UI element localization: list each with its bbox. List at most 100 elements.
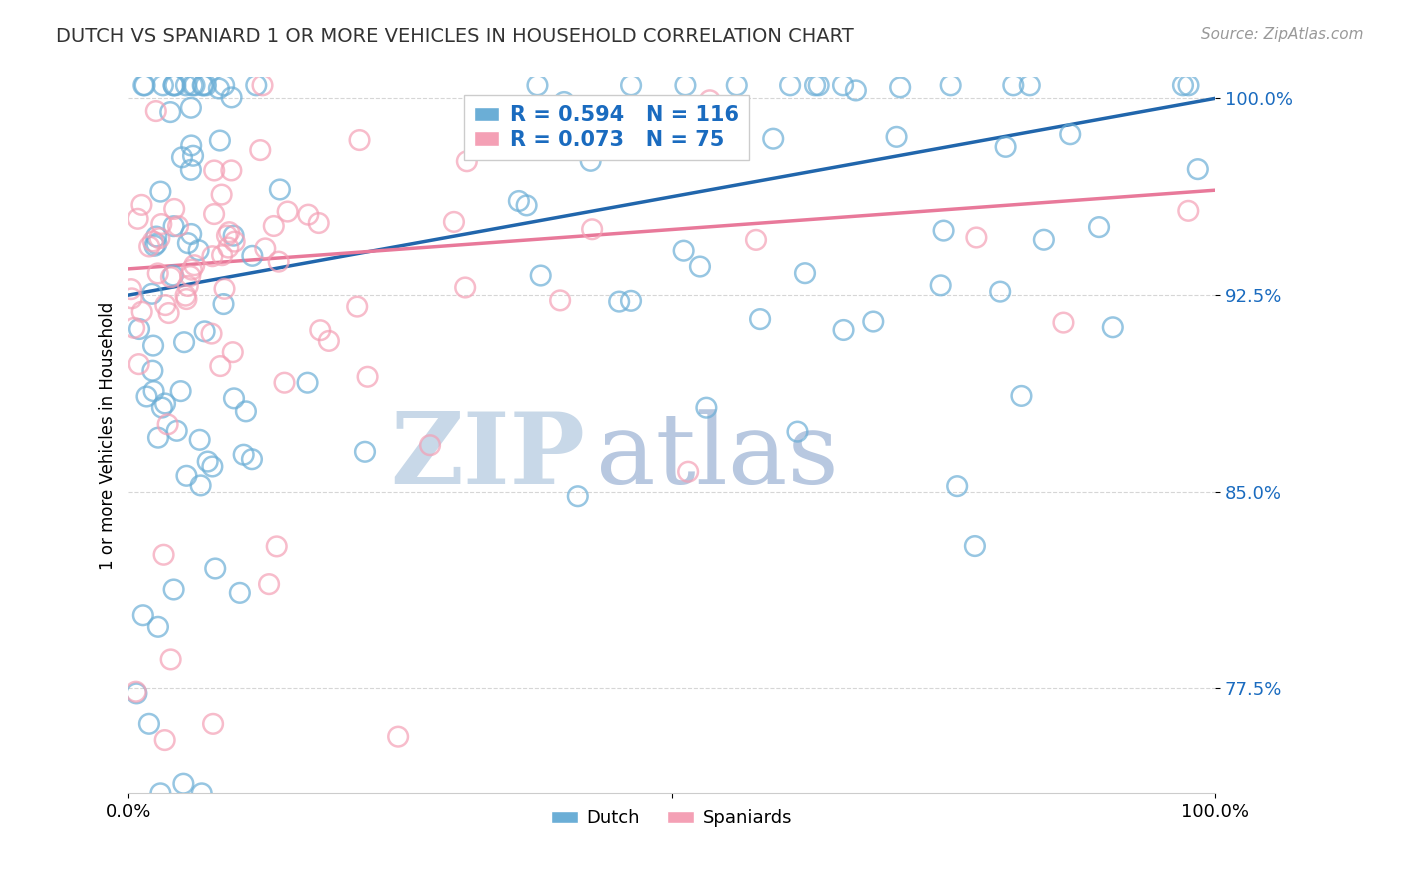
Point — [121, 291, 143, 305]
Point — [174, 78, 197, 93]
Text: atlas: atlas — [596, 409, 838, 505]
Point — [162, 219, 184, 234]
Point — [1032, 233, 1054, 247]
Point — [194, 324, 217, 338]
Point — [267, 254, 290, 268]
Y-axis label: 1 or more Vehicles in Household: 1 or more Vehicles in Household — [100, 301, 117, 569]
Point — [142, 384, 165, 398]
Point — [567, 489, 589, 503]
Point — [125, 686, 148, 700]
Point — [202, 207, 225, 221]
Point — [346, 300, 368, 314]
Point — [318, 334, 340, 348]
Point — [673, 78, 696, 93]
Point — [156, 417, 179, 432]
Point — [146, 267, 169, 281]
Point — [143, 239, 166, 253]
Point — [141, 364, 163, 378]
Point — [725, 78, 748, 93]
Point — [929, 278, 952, 293]
Point — [581, 222, 603, 236]
Point — [269, 182, 291, 196]
Point — [165, 78, 187, 93]
Point — [149, 786, 172, 800]
Point — [224, 235, 246, 249]
Point — [235, 404, 257, 418]
Point — [188, 433, 211, 447]
Point — [193, 78, 215, 93]
Point — [212, 297, 235, 311]
Point — [180, 101, 202, 115]
Point — [689, 260, 711, 274]
Point — [1171, 78, 1194, 93]
Point — [162, 268, 184, 283]
Point — [194, 78, 217, 93]
Point — [620, 293, 643, 308]
Point — [215, 228, 238, 243]
Point — [356, 369, 378, 384]
Point — [212, 78, 235, 93]
Point — [232, 448, 254, 462]
Point — [167, 219, 190, 234]
Point — [221, 90, 243, 104]
Point — [273, 376, 295, 390]
Point — [141, 286, 163, 301]
Point — [208, 81, 231, 95]
Point — [804, 78, 827, 93]
Point — [214, 282, 236, 296]
Point — [699, 93, 721, 107]
Point — [179, 268, 201, 283]
Point — [419, 438, 441, 452]
Point — [222, 392, 245, 406]
Point — [257, 577, 280, 591]
Point — [132, 608, 155, 623]
Point — [1010, 389, 1032, 403]
Point — [297, 376, 319, 390]
Point — [128, 357, 150, 371]
Point — [208, 134, 231, 148]
Point — [454, 280, 477, 294]
Point — [180, 138, 202, 153]
Text: DUTCH VS SPANIARD 1 OR MORE VEHICLES IN HOUSEHOLD CORRELATION CHART: DUTCH VS SPANIARD 1 OR MORE VEHICLES IN … — [56, 27, 853, 45]
Point — [163, 202, 186, 216]
Point — [172, 777, 194, 791]
Point — [620, 78, 643, 93]
Point — [149, 185, 172, 199]
Point — [131, 304, 153, 318]
Point — [1059, 127, 1081, 141]
Point — [786, 425, 808, 439]
Point — [994, 140, 1017, 154]
Point — [221, 163, 243, 178]
Point — [183, 258, 205, 272]
Point — [153, 396, 176, 410]
Point — [1002, 78, 1025, 93]
Point — [387, 730, 409, 744]
Point — [530, 268, 553, 283]
Point — [616, 106, 638, 120]
Point — [200, 326, 222, 341]
Point — [229, 586, 252, 600]
Point — [181, 78, 204, 93]
Point — [749, 312, 772, 326]
Point — [240, 452, 263, 467]
Point — [1101, 320, 1123, 334]
Point — [222, 345, 245, 359]
Point — [443, 215, 465, 229]
Point — [157, 306, 180, 320]
Point — [120, 282, 142, 296]
Point — [263, 219, 285, 233]
Point — [794, 266, 817, 280]
Point — [209, 359, 232, 373]
Point — [277, 204, 299, 219]
Point — [807, 78, 830, 93]
Legend: Dutch, Spaniards: Dutch, Spaniards — [543, 802, 800, 834]
Point — [932, 224, 955, 238]
Point — [946, 479, 969, 493]
Point — [162, 78, 184, 93]
Point — [1052, 316, 1074, 330]
Point — [191, 78, 214, 93]
Point — [745, 233, 768, 247]
Point — [1018, 78, 1040, 93]
Point — [672, 244, 695, 258]
Point — [176, 292, 198, 306]
